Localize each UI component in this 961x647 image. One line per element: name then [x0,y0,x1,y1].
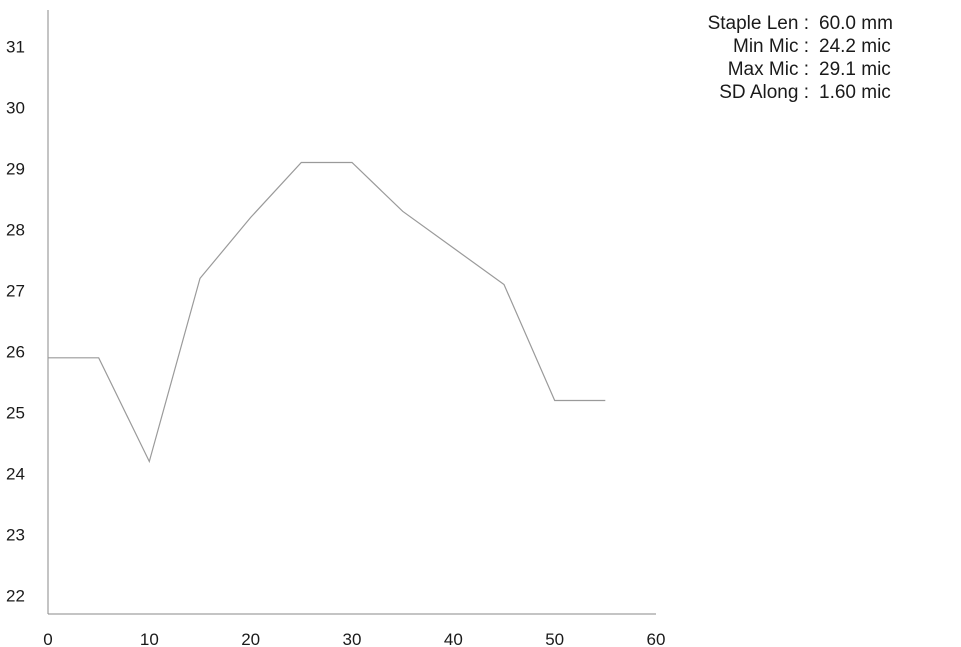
stat-value: 60.0 mm [819,13,893,34]
stat-label: Max Mic : [727,59,809,80]
y-tick-label: 29 [6,160,25,179]
stat-value: 24.2 mic [819,36,891,57]
y-tick-label: 24 [6,465,25,484]
x-tick-label: 50 [545,630,564,647]
stat-label: Min Mic : [733,36,809,57]
y-tick-label: 26 [6,343,25,362]
y-tick-label: 22 [6,587,25,606]
y-tick-label: 23 [6,526,25,545]
stat-row-staple-length: Staple Len : 60.0 mm [673,12,935,35]
y-tick-label: 28 [6,221,25,240]
x-tick-label: 30 [343,630,362,647]
stats-panel: Staple Len : 60.0 mm Min Mic : 24.2 mic … [673,12,935,104]
stat-row-sd-along: SD Along : 1.60 mic [673,81,935,104]
y-tick-label: 30 [6,99,25,118]
y-tick-labels: 22 23 24 25 26 27 28 29 30 31 [6,38,25,606]
stat-row-min-mic: Min Mic : 24.2 mic [673,35,935,58]
y-tick-label: 31 [6,38,25,57]
stat-row-max-mic: Max Mic : 29.1 mic [673,58,935,81]
series-line [48,161,606,464]
x-tick-label: 10 [140,630,159,647]
x-tick-label: 60 [647,630,666,647]
x-tick-labels: 0 10 20 30 40 50 60 [43,630,665,647]
stat-value: 1.60 mic [819,82,891,103]
x-tick-label: 40 [444,630,463,647]
stat-label: SD Along : [719,82,809,103]
x-tick-label: 0 [43,630,52,647]
y-tick-label: 27 [6,282,25,301]
y-tick-label: 25 [6,404,25,423]
stat-label: Staple Len : [707,13,809,34]
stat-value: 29.1 mic [819,59,891,80]
x-tick-label: 20 [241,630,260,647]
